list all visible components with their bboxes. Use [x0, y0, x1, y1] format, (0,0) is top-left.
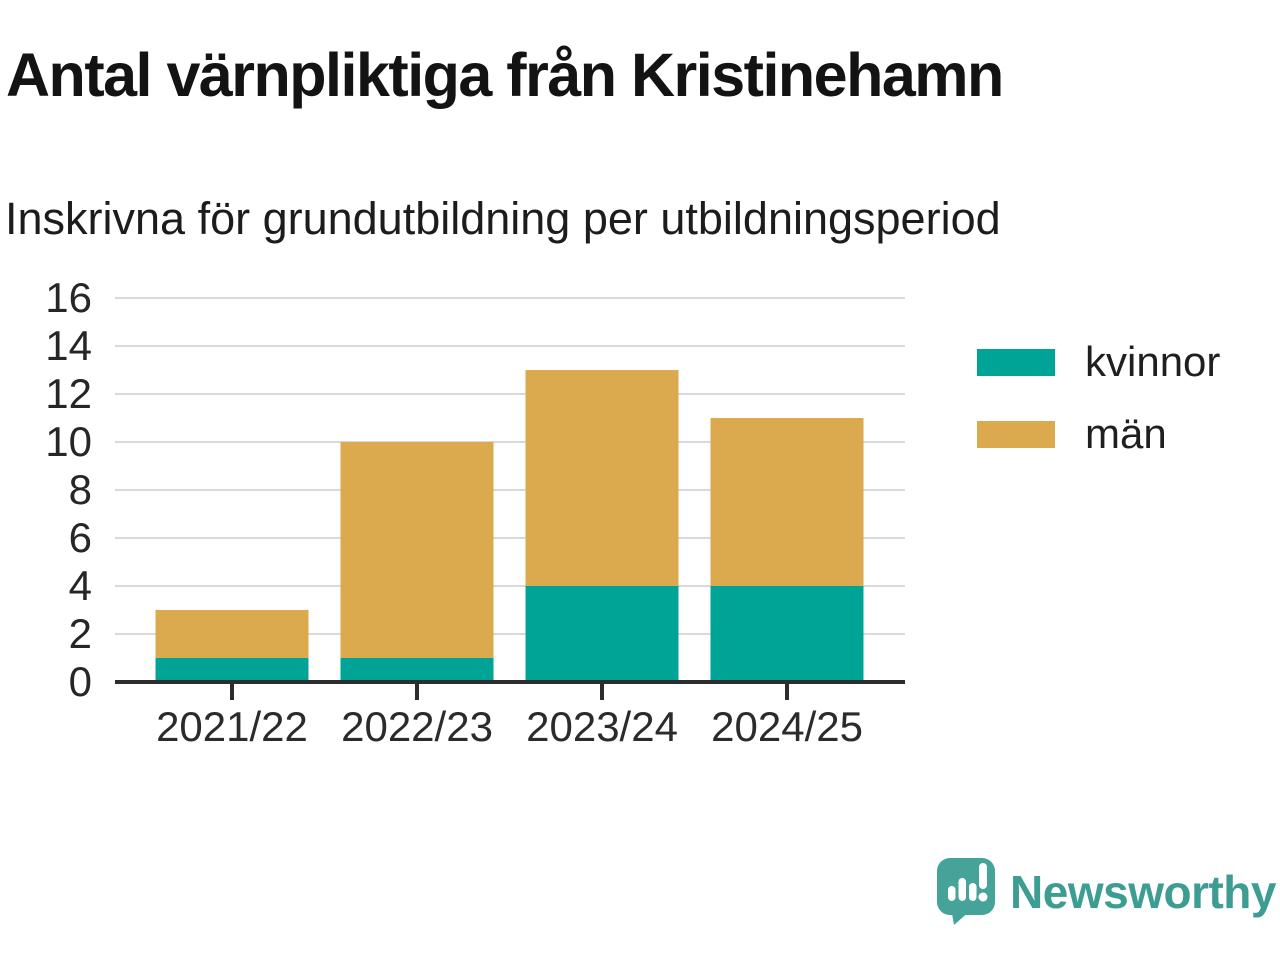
bar-segment — [710, 418, 864, 586]
bar-segment — [340, 658, 494, 682]
gridline — [115, 297, 905, 299]
x-axis-tick — [415, 684, 420, 700]
y-axis-label: 14 — [45, 322, 92, 369]
gridline — [115, 537, 905, 539]
legend-item: män — [977, 413, 1220, 455]
bar-segment — [340, 442, 494, 658]
legend-swatch — [977, 420, 1055, 448]
x-axis-label: 2023/24 — [526, 703, 678, 750]
newsworthy-wordmark: Newsworthy — [1010, 866, 1276, 918]
x-axis-label: 2024/25 — [711, 703, 863, 750]
y-axis-label: 8 — [68, 466, 92, 513]
x-axis-label: 2021/22 — [156, 703, 308, 750]
y-axis-label: 2 — [68, 610, 92, 657]
gridline — [115, 585, 905, 587]
bar-segment — [710, 586, 864, 682]
bar-segment — [155, 610, 309, 658]
stacked-bar — [155, 610, 309, 682]
y-axis-label: 4 — [68, 562, 92, 609]
gridline — [115, 489, 905, 491]
legend-item: kvinnor — [977, 341, 1220, 383]
plot-area: 0 2 4 6 8 10 12 14 16 2021/22 2022/23 2023/24 2024/2… — [45, 277, 905, 750]
newsworthy-logo: Newsworthy — [937, 858, 1276, 926]
bar-segment — [525, 586, 679, 682]
gridline — [115, 345, 905, 347]
bar-chart-speech-bubble-icon — [937, 858, 996, 925]
chart-subtitle: Inskrivna för grundutbildning per utbild… — [5, 193, 1001, 244]
stacked-bar — [340, 442, 494, 682]
gridline — [115, 441, 905, 443]
bar-segment — [155, 658, 309, 682]
x-axis-tick — [600, 684, 605, 700]
stacked-bar — [525, 370, 679, 682]
y-axis-label: 6 — [68, 514, 92, 561]
gridline — [115, 633, 905, 635]
x-axis-tick — [785, 684, 790, 700]
x-axis-label: 2022/23 — [341, 703, 493, 750]
x-axis-line — [115, 680, 905, 684]
stacked-bar — [710, 418, 864, 682]
gridline — [115, 393, 905, 395]
legend-swatch — [977, 348, 1055, 376]
x-axis-tick — [229, 684, 234, 700]
bar-segment — [525, 370, 679, 586]
legend: kvinnor män — [977, 341, 1220, 485]
legend-label: kvinnor — [1085, 338, 1221, 385]
chart-title: Antal värnpliktiga från Kristinehamn — [6, 41, 1004, 109]
y-axis-label: 0 — [68, 658, 92, 705]
y-axis-label: 16 — [45, 274, 92, 321]
y-axis-label: 12 — [45, 370, 92, 417]
y-axis-label: 10 — [45, 418, 92, 465]
legend-label: män — [1085, 410, 1167, 457]
